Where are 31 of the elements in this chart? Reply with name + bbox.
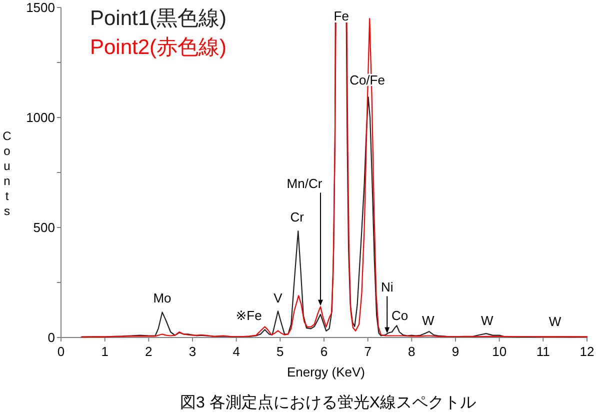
xtick-label: 4: [232, 344, 240, 359]
annotation: V: [274, 290, 282, 306]
ylabel: Counts: [2, 129, 12, 218]
annotation: Mn/Cr: [286, 176, 322, 192]
xtick-label: 6: [320, 344, 328, 359]
xtick-label: 5: [276, 344, 284, 359]
title: 図3 各測定点における蛍光X線スペクトル: [180, 394, 476, 412]
xtick-label: 12: [580, 344, 594, 359]
xtick-label: 1: [101, 344, 108, 359]
annotation: W: [548, 314, 562, 329]
annotation: Fe: [334, 8, 349, 24]
annotation: Cr: [290, 210, 304, 225]
xtick-label: 9: [452, 344, 460, 359]
xtick-label: 0: [57, 344, 65, 359]
xtick-label: 7: [364, 344, 372, 359]
xtick-label: 8: [408, 344, 416, 359]
xtick-label: 10: [492, 344, 507, 359]
ytick-label: 1500: [26, 0, 55, 15]
xtick-label: 11: [536, 344, 550, 359]
annotation: ※Fe: [236, 308, 262, 324]
ytick-label: 0: [48, 330, 55, 345]
xlabel: Energy (KeV): [286, 364, 366, 380]
ytick-label: 1000: [26, 110, 55, 125]
annotation: W: [481, 313, 494, 328]
annotation: W: [422, 313, 434, 328]
ytick-label: 500: [33, 220, 55, 235]
xtick-label: 2: [145, 344, 152, 359]
annotation: Mo: [153, 290, 172, 306]
xtick-label: 3: [188, 344, 196, 359]
annotation: Ni: [380, 280, 394, 295]
annotation: Co: [391, 308, 408, 324]
